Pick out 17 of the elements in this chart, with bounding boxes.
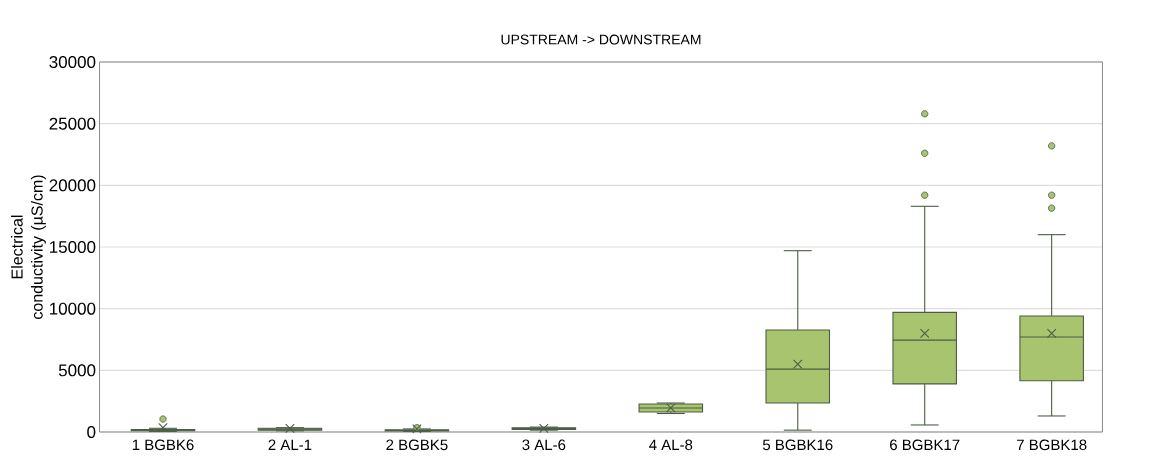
x-tick-label: 7 BGBK18 [1016,439,1087,451]
x-tick-label: 4 AL-8 [649,439,693,451]
y-tick-label: 20000 [49,179,96,192]
x-tick-label: 2 AL-1 [268,439,312,450]
x-tick-label: 3 AL-6 [522,439,566,451]
y-tick-label: 30000 [49,55,96,69]
x-tick-label: 6 BGBK17 [890,439,960,451]
y-tick-label: 15000 [50,240,96,254]
y-tick-label: 5000 [58,364,96,377]
chart-title: UPSTREAM -> DOWNSTREAM [501,34,701,45]
x-tick-label: 2 BGBK5 [386,439,448,451]
x-tick-label: 5 BGBK16 [762,439,833,451]
y-tick-label: 25000 [49,117,96,130]
x-tick-label: 1 BGBK6 [132,439,194,451]
y-axis-title: Electrical conductivity (µS/cm) [10,175,46,319]
y-tick-label: 10000 [50,302,96,315]
y-tick-label: 0 [87,425,96,439]
